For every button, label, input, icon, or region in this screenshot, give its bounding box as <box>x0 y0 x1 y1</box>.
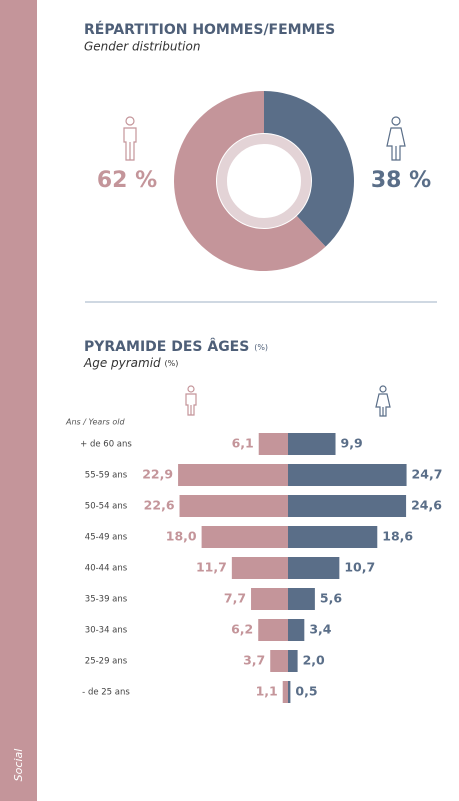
woman-icon <box>386 116 406 161</box>
bar <box>288 526 378 548</box>
value-label: 6,2 <box>231 622 253 637</box>
value-label: 38 % <box>371 168 431 193</box>
category-label: 45-49 ans <box>85 533 128 543</box>
bar <box>251 588 288 610</box>
axis-label: Ans / Years old <box>65 418 125 427</box>
bar <box>288 433 336 455</box>
woman-icon <box>375 385 391 417</box>
category-label: 50-54 ans <box>85 502 128 512</box>
category-label: - de 25 ans <box>82 688 130 698</box>
category-label: 25-29 ans <box>85 657 128 667</box>
category-label: 40-44 ans <box>85 564 128 574</box>
side-strip <box>0 0 37 801</box>
value-label: 2,0 <box>303 653 325 668</box>
value-label: 7,7 <box>224 591 246 606</box>
value-label: 22,9 <box>142 467 173 482</box>
value-label: 6,1 <box>232 436 254 451</box>
value-label: 1,1 <box>256 684 278 699</box>
bar <box>201 526 288 548</box>
bar <box>178 464 288 486</box>
chart-subtitle: Age pyramid (%) <box>83 356 178 370</box>
value-label: 18,0 <box>166 529 197 544</box>
bar <box>179 495 288 517</box>
man-icon <box>123 116 137 161</box>
value-label: 9,9 <box>341 436 363 451</box>
value-label: 62 % <box>97 168 157 193</box>
bar <box>288 588 315 610</box>
category-label: 35-39 ans <box>85 595 128 605</box>
value-label: 10,7 <box>344 560 375 575</box>
bar <box>288 650 298 672</box>
category-label: + de 60 ans <box>80 440 132 450</box>
bar <box>258 433 288 455</box>
inner-ring <box>217 134 311 228</box>
category-label: 55-59 ans <box>85 471 128 481</box>
value-label: 0,5 <box>295 684 317 699</box>
value-label: 24,6 <box>411 498 442 513</box>
bar <box>270 650 288 672</box>
category-label: 30-34 ans <box>85 626 128 636</box>
bar <box>288 557 340 579</box>
value-label: 24,7 <box>412 467 443 482</box>
chart-subtitle: Gender distribution <box>84 40 200 54</box>
donut-slice <box>174 91 326 271</box>
value-label: 5,6 <box>320 591 342 606</box>
side-label: Social <box>12 749 25 782</box>
bar <box>282 681 288 703</box>
value-label: 3,7 <box>243 653 265 668</box>
bar <box>288 495 407 517</box>
value-label: 22,6 <box>144 498 175 513</box>
bar <box>231 557 288 579</box>
value-label: 3,4 <box>309 622 331 637</box>
value-label: 18,6 <box>382 529 413 544</box>
bar <box>288 619 305 641</box>
donut-slice <box>264 91 355 247</box>
value-label: 11,7 <box>196 560 227 575</box>
bar <box>288 464 407 486</box>
bar <box>288 681 291 703</box>
man-icon <box>185 385 197 416</box>
bar <box>258 619 288 641</box>
chart-title: RÉPARTITION HOMMES/FEMMES <box>84 21 335 38</box>
chart-title: PYRAMIDE DES ÂGES (%) <box>84 338 268 355</box>
